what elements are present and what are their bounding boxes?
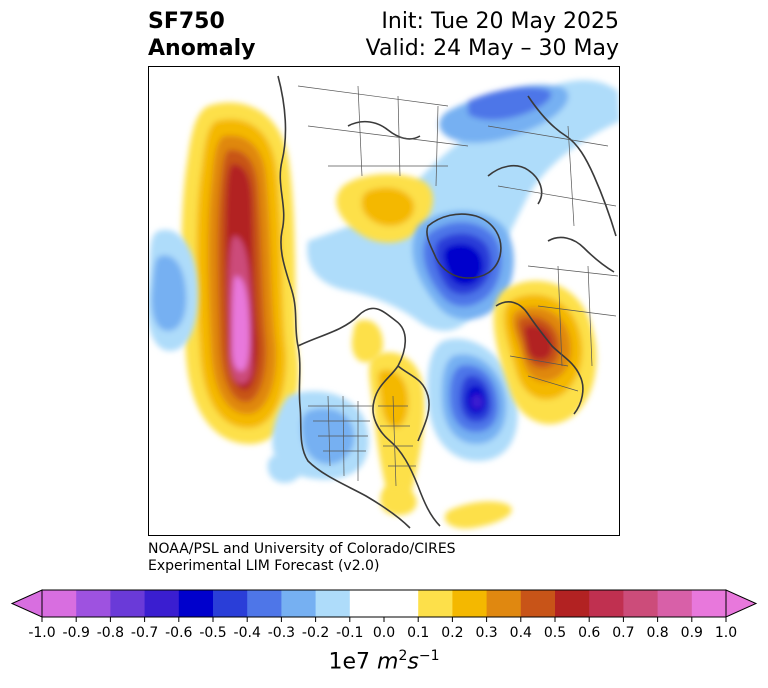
colorbar-tick-label: -0.5 [199,625,226,641]
colorbar-tick-label: 0.3 [475,625,497,641]
units-m: m [377,649,399,675]
anomaly-ridge-arctic [336,174,433,243]
colorbar-tick-label: 0.0 [373,625,395,641]
colorbar-tick-label: -0.7 [131,625,158,641]
init-date: Init: Tue 20 May 2025 [381,9,619,34]
colorbar-tick-label: -0.9 [63,625,90,641]
colorbar-tick-label: 0.8 [646,625,668,641]
anomaly-ridge-atlantic-south [267,454,512,529]
units-prefix: 1e7 [328,649,378,675]
colorbar-tick-label: 0.1 [407,625,429,641]
colorbar-bin [384,590,419,617]
units-s: s [407,649,419,675]
colorbar-bin [486,590,522,617]
colorbar-bin [144,590,180,617]
colorbar-ticks: -1.0 -0.9 -0.8 -0.7 -0.6 -0.5 -0.4 -0.3 -0.2 -0.1… [28,617,737,641]
map-title-right: Init: Tue 20 May 2025 Valid: 24 May – 30… [366,8,619,62]
colorbar-bin [315,590,351,617]
colorbar-tick-label: -0.1 [336,625,363,641]
political-borders [297,85,619,487]
colorbar-bin [520,590,556,617]
anomaly-trough-siberia [307,80,620,331]
colorbar-bin [110,590,146,617]
colorbar-tick-label: 0.5 [544,625,566,641]
colorbar-bin [213,590,248,617]
units-s-exp: −1 [418,648,440,664]
colorbar-bins [42,590,727,617]
anomaly-ridge-west-coast [181,102,299,445]
colorbar-tick-label: -0.6 [165,625,192,641]
colorbar-tick-label: -1.0 [28,625,55,641]
colorbar-tick-label: -0.4 [234,625,261,641]
credit-line-2: Experimental LIM Forecast (v2.0) [148,558,380,574]
anomaly-trough-pacific [148,229,199,351]
coastlines [277,75,617,529]
colorbar-bin [76,590,111,617]
colorbar-bin [623,590,659,617]
units-m-exp: 2 [398,648,408,664]
colorbar-bin [247,590,282,617]
colorbar-tick-label: 0.2 [441,625,463,641]
colorbar-units: 1e7 m2s−1 [0,648,768,674]
field-name: SF750 [148,9,225,34]
colorbar-bin [657,590,693,617]
colorbar-under-arrow [10,589,43,618]
colorbar-tick-label: 1.0 [715,625,737,641]
anomaly-ridge-europe [493,280,597,425]
colorbar-tick-label: -0.3 [268,625,295,641]
map-frame [148,66,620,536]
colorbar-bin [452,590,488,617]
anomaly-trough-atlantic [427,338,518,461]
colorbar-tick-label: -0.2 [302,625,329,641]
colorbar-bin [42,590,77,617]
colorbar-over-arrow [725,589,758,618]
colorbar-bin [281,590,317,617]
anomaly-map [148,66,620,536]
colorbar-bin [589,590,624,617]
map-title-left: SF750 Anomaly [148,8,255,62]
field-type: Anomaly [148,36,256,61]
colorbar-bin [178,590,214,617]
colorbar-tick-label: 0.7 [612,625,634,641]
credit-text: NOAA/PSL and University of Colorado/CIRE… [148,541,456,575]
colorbar-bin [349,590,385,617]
colorbar-tick-label: 0.9 [681,625,703,641]
credit-line-1: NOAA/PSL and University of Colorado/CIRE… [148,541,456,557]
valid-range: Valid: 24 May – 30 May [365,36,619,61]
colorbar-bin [555,590,590,617]
colorbar-tick-label: 0.6 [578,625,600,641]
anomaly-trough-arctic [412,211,514,320]
colorbar-tick-label: 0.4 [510,625,532,641]
colorbar: -1.0 -0.9 -0.8 -0.7 -0.6 -0.5 -0.4 -0.3 -0.2 -0.1… [10,589,758,641]
colorbar-bin [691,590,727,617]
colorbar-tick-label: -0.8 [97,625,124,641]
colorbar-bin [418,590,453,617]
anomaly-ridge-hudson [351,319,383,363]
